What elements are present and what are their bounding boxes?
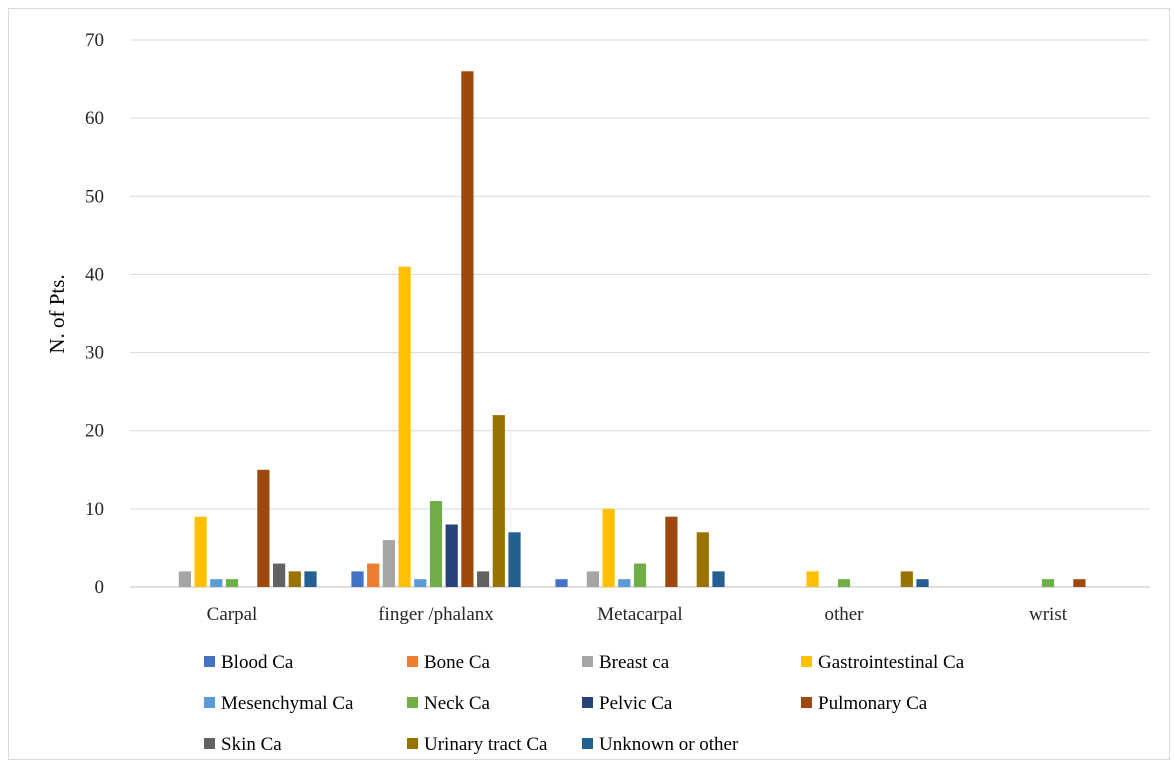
legend-label: Breast ca — [599, 652, 670, 673]
legend-swatch — [801, 656, 812, 667]
legend-swatch — [204, 656, 215, 667]
bar — [429, 501, 443, 587]
bar — [351, 571, 364, 587]
x-tick-label: Carpal — [207, 604, 258, 625]
legend-label: Pulmonary Ca — [818, 693, 928, 714]
bar — [194, 516, 207, 587]
bar — [382, 540, 395, 587]
bar — [916, 579, 929, 587]
y-tick-label: 30 — [85, 343, 104, 364]
x-axis-ticks: Carpal finger /phalanx Metacarpal other wris… — [207, 604, 1068, 625]
bar — [210, 579, 223, 587]
bar — [806, 571, 819, 587]
bar — [492, 415, 505, 587]
legend-label: Gastrointestinal Ca — [818, 652, 965, 673]
bars — [178, 71, 1086, 587]
bar — [273, 563, 286, 587]
legend-swatch — [204, 738, 215, 749]
legend-label: Mesenchymal Ca — [221, 693, 354, 714]
x-tick-label: other — [824, 604, 864, 625]
bar — [900, 571, 913, 587]
bar — [398, 266, 411, 587]
legend-label: Neck Ca — [424, 693, 491, 714]
bar — [257, 469, 270, 587]
bar — [1041, 579, 1055, 587]
legend-label: Pelvic Ca — [599, 693, 673, 714]
y-tick-label: 70 — [85, 30, 104, 51]
legend-label: Urinary tract Ca — [424, 734, 548, 755]
bar — [1073, 579, 1086, 587]
y-tick-label: 40 — [85, 264, 104, 285]
y-axis-ticks: 0 10 20 30 40 50 60 70 — [85, 30, 104, 598]
bar — [618, 579, 631, 587]
legend-swatch — [801, 697, 812, 708]
legend-swatch — [582, 738, 593, 749]
x-tick-label: wrist — [1029, 604, 1068, 625]
bar — [586, 571, 599, 587]
legend-swatch — [407, 656, 418, 667]
gridlines — [130, 39, 1150, 588]
legend-swatch — [204, 697, 215, 708]
bar — [178, 571, 191, 587]
bar — [288, 571, 301, 587]
y-tick-label: 0 — [95, 577, 105, 598]
legend-swatch — [582, 697, 593, 708]
bar — [461, 71, 474, 587]
y-tick-label: 60 — [85, 108, 104, 129]
bar — [477, 571, 490, 587]
legend-swatch — [582, 656, 593, 667]
bar — [367, 563, 380, 587]
legend-label: Blood Ca — [221, 652, 294, 673]
bar — [304, 571, 317, 587]
legend-label: Bone Ca — [424, 652, 491, 673]
bar — [633, 563, 647, 587]
bar — [508, 532, 521, 587]
bar — [837, 579, 851, 587]
bar — [225, 579, 239, 587]
legend-label: Unknown or other — [599, 734, 739, 755]
legend: Blood Ca Bone Ca Breast ca Gastrointestinal… — [204, 652, 965, 755]
x-tick-label: Metacarpal — [597, 604, 682, 625]
chart-frame — [8, 8, 1170, 760]
y-axis-label: N. of Pts. — [45, 274, 69, 353]
bar — [665, 516, 678, 587]
bar — [712, 571, 725, 587]
x-tick-label: finger /phalanx — [378, 604, 494, 625]
bar — [555, 579, 568, 587]
bar — [445, 524, 458, 587]
y-tick-label: 20 — [85, 421, 104, 442]
legend-label: Skin Ca — [221, 734, 282, 755]
y-tick-label: 50 — [85, 186, 104, 207]
legend-swatch — [407, 738, 418, 749]
bar — [414, 579, 427, 587]
bar — [696, 532, 709, 587]
legend-swatch — [407, 697, 418, 708]
y-tick-label: 10 — [85, 499, 104, 520]
bar — [602, 508, 615, 587]
